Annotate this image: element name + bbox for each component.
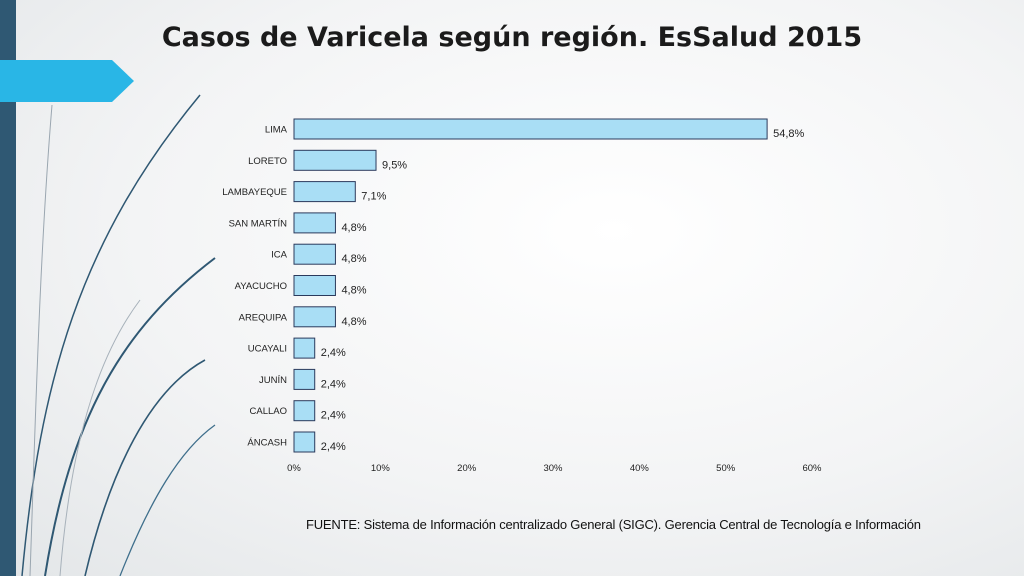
value-label: 9,5% xyxy=(382,159,407,171)
bar-9 xyxy=(293,400,316,422)
decorative-lines xyxy=(21,94,216,576)
category-label: SAN MARTÍN xyxy=(229,218,288,229)
value-label: 4,8% xyxy=(341,285,366,297)
bar-6 xyxy=(293,306,336,328)
value-label: 7,1% xyxy=(361,191,386,203)
x-tick-label: 0% xyxy=(287,463,301,474)
category-label: LORETO xyxy=(248,156,287,167)
sidebar-stripe xyxy=(0,0,16,576)
x-tick-label: 50% xyxy=(716,463,736,474)
x-tick-label: 30% xyxy=(543,463,563,474)
accent-tab xyxy=(0,60,134,102)
bar-4 xyxy=(293,243,336,265)
value-label: 2,4% xyxy=(321,410,346,422)
category-label: LIMA xyxy=(265,125,288,136)
category-label: JUNÍN xyxy=(259,375,287,386)
x-tick-label: 10% xyxy=(371,463,391,474)
x-tick-label: 60% xyxy=(802,463,822,474)
bar-5 xyxy=(293,275,336,296)
bar-3 xyxy=(293,212,336,234)
value-label: 2,4% xyxy=(321,378,346,390)
category-label: LAMBAYEQUE xyxy=(222,187,287,198)
category-label: ÁNCASH xyxy=(247,438,287,449)
bar-7 xyxy=(293,337,316,359)
value-label: 4,8% xyxy=(341,316,366,328)
bar-1 xyxy=(293,149,377,171)
bar-10 xyxy=(293,431,316,453)
category-label: AREQUIPA xyxy=(239,312,288,323)
category-label: UCAYALI xyxy=(248,344,287,355)
value-label: 2,4% xyxy=(321,441,346,453)
value-label: 4,8% xyxy=(341,222,366,234)
value-label: 4,8% xyxy=(341,253,366,265)
bar-2 xyxy=(293,181,356,203)
x-tick-label: 20% xyxy=(457,463,477,474)
bar-8 xyxy=(293,368,316,390)
source-note: FUENTE: Sistema de Información centraliz… xyxy=(306,517,921,532)
value-label: 54,8% xyxy=(773,128,804,140)
slide-title: Casos de Varicela según región. EsSalud … xyxy=(161,22,863,53)
category-label: ICA xyxy=(271,250,288,261)
bar-0 xyxy=(293,118,768,140)
x-tick-label: 40% xyxy=(630,463,650,474)
category-label: AYACUCHO xyxy=(235,281,287,292)
category-label: CALLAO xyxy=(250,406,288,417)
value-label: 2,4% xyxy=(321,347,346,359)
